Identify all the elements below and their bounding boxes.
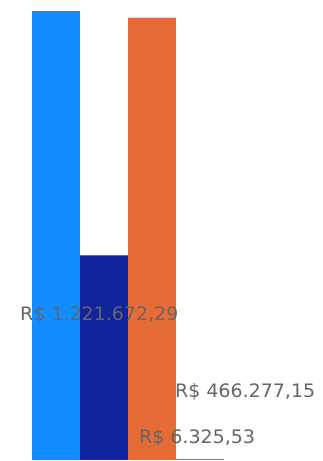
bar-blue[interactable]: [32, 11, 80, 460]
data-labels-group: R$ 1.221.672,29 R$ 466.277,15 R$ 6.325,5…: [20, 303, 315, 448]
data-label-pink-bar: R$ 6.325,53: [139, 426, 255, 448]
data-label-466k: R$ 466.277,15: [175, 380, 315, 402]
bar-pink[interactable]: [176, 458, 224, 460]
data-label-dark-blue-bar: R$ 1.221.672,29: [20, 303, 178, 325]
bar-orange[interactable]: [128, 17, 176, 461]
bars-group: [32, 11, 224, 461]
bar-dark-blue[interactable]: [80, 255, 128, 460]
